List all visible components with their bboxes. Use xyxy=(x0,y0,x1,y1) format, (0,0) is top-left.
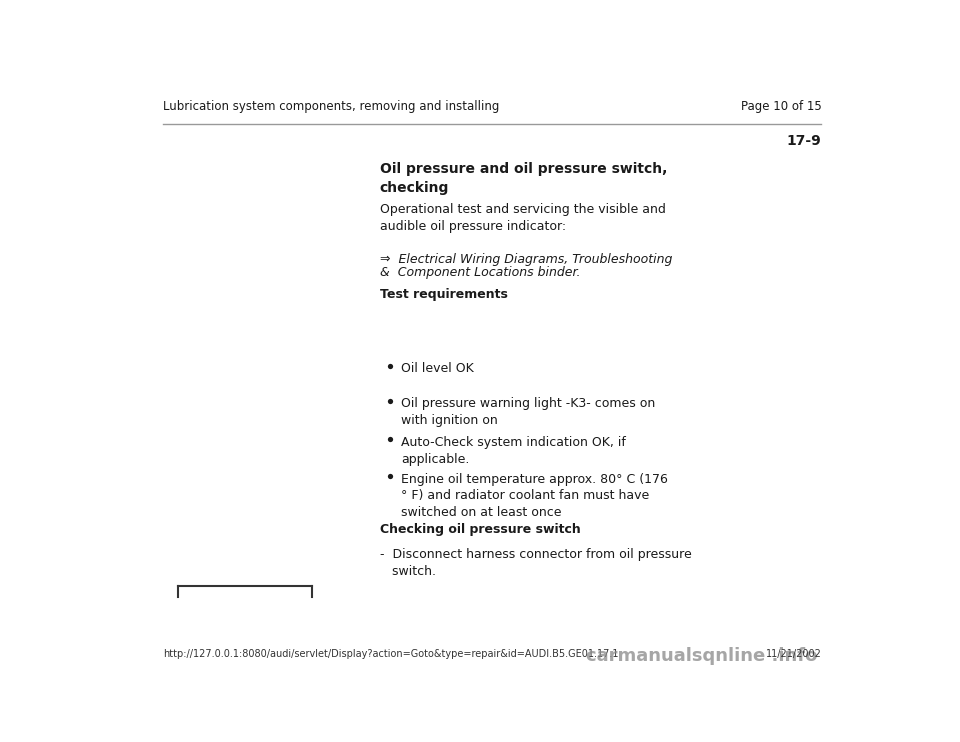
Text: Checking oil pressure switch: Checking oil pressure switch xyxy=(379,523,581,536)
Text: Test requirements: Test requirements xyxy=(379,288,508,301)
Text: ⇒  Electrical Wiring Diagrams, Troubleshooting: ⇒ Electrical Wiring Diagrams, Troublesho… xyxy=(379,253,672,266)
Text: Operational test and servicing the visible and
audible oil pressure indicator:: Operational test and servicing the visib… xyxy=(379,203,665,233)
Text: Lubrication system components, removing and installing: Lubrication system components, removing … xyxy=(162,100,499,113)
Text: Auto-Check system indication OK, if
applicable.: Auto-Check system indication OK, if appl… xyxy=(401,436,626,465)
Text: carmanualsqnline .info: carmanualsqnline .info xyxy=(586,646,817,665)
Text: Oil pressure and oil pressure switch,
checking: Oil pressure and oil pressure switch, ch… xyxy=(379,162,667,194)
Text: -  Disconnect harness connector from oil pressure
   switch.: - Disconnect harness connector from oil … xyxy=(379,548,691,578)
Text: http://127.0.0.1:8080/audi/servlet/Display?action=Goto&type=repair&id=AUDI.B5.GE: http://127.0.0.1:8080/audi/servlet/Displ… xyxy=(162,649,618,659)
Text: Page 10 of 15: Page 10 of 15 xyxy=(740,100,822,113)
Text: Oil level OK: Oil level OK xyxy=(401,362,474,375)
Text: 11/21/2002: 11/21/2002 xyxy=(765,649,822,659)
Text: &  Component Locations binder.: & Component Locations binder. xyxy=(379,266,580,279)
Text: Oil pressure warning light -K3- comes on
with ignition on: Oil pressure warning light -K3- comes on… xyxy=(401,397,656,427)
Text: Engine oil temperature approx. 80° C (176
° F) and radiator coolant fan must hav: Engine oil temperature approx. 80° C (17… xyxy=(401,473,668,519)
Text: 17-9: 17-9 xyxy=(786,134,822,148)
